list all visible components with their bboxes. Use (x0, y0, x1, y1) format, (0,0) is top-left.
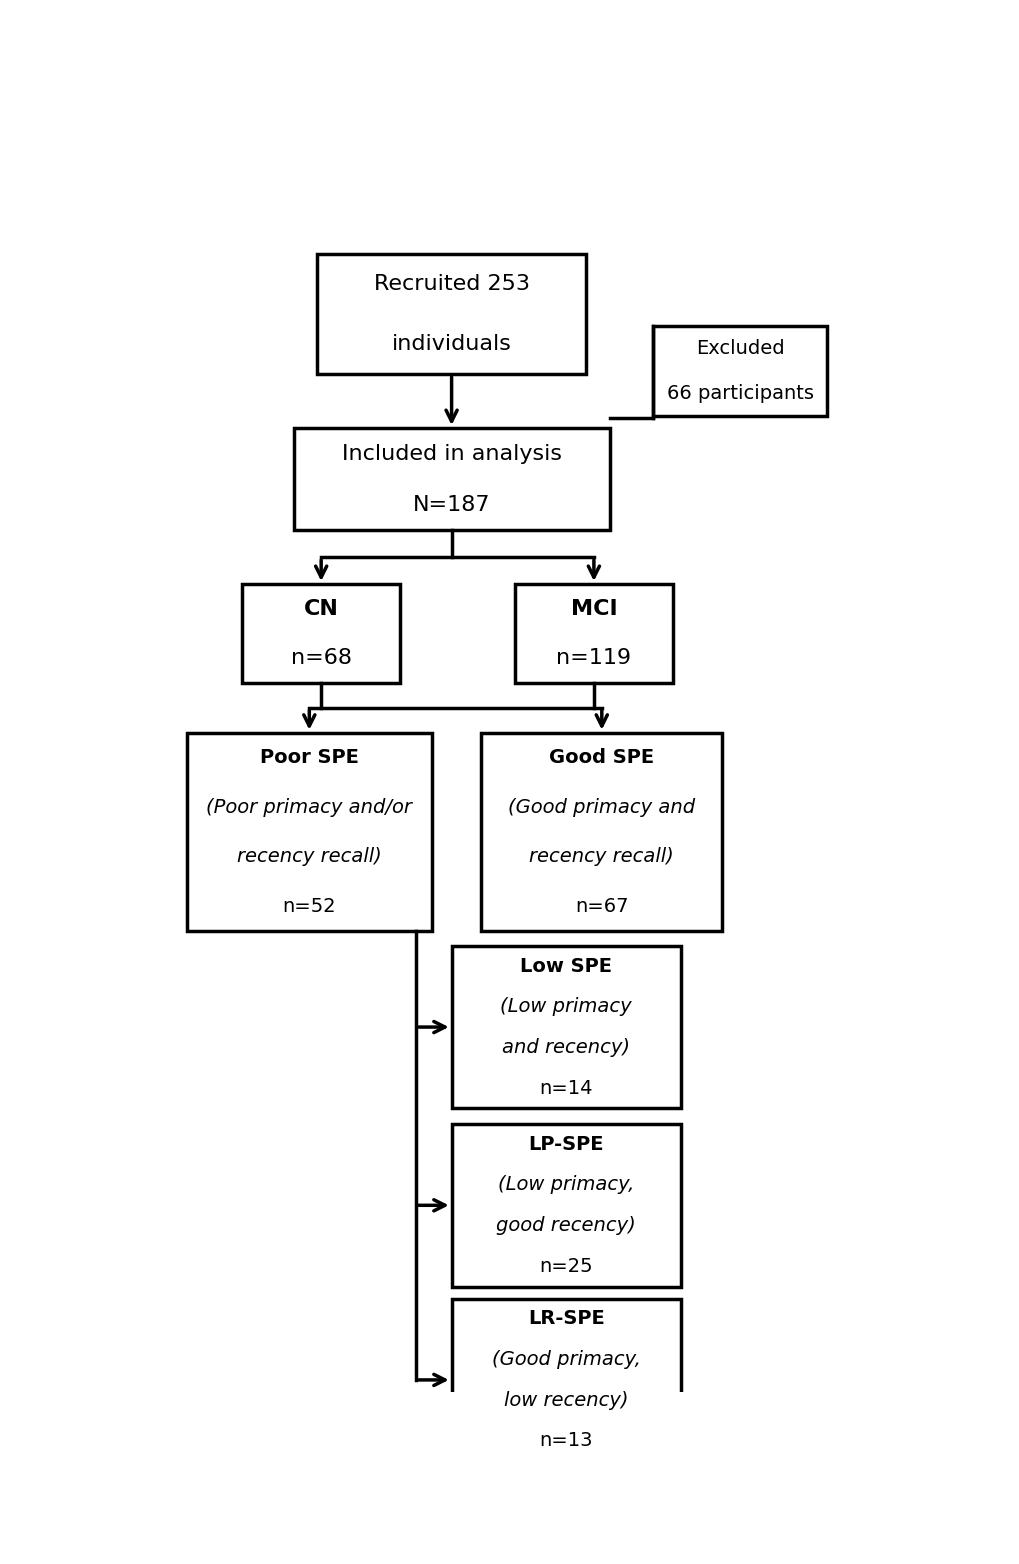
Text: Low SPE: Low SPE (520, 957, 611, 976)
Text: N=187: N=187 (413, 494, 490, 515)
Text: (Poor primacy and/or: (Poor primacy and/or (206, 798, 412, 816)
FancyBboxPatch shape (186, 732, 431, 931)
Text: Included in analysis: Included in analysis (341, 444, 561, 463)
Text: MCI: MCI (570, 599, 616, 619)
Text: 66 participants: 66 participants (666, 383, 813, 404)
Text: Recruited 253: Recruited 253 (373, 274, 529, 294)
Text: and recency): and recency) (501, 1038, 630, 1057)
Text: recency recall): recency recall) (236, 848, 381, 866)
Text: individuals: individuals (391, 335, 512, 353)
FancyBboxPatch shape (515, 583, 673, 682)
Text: (Low primacy,: (Low primacy, (497, 1176, 634, 1195)
FancyBboxPatch shape (242, 583, 399, 682)
FancyBboxPatch shape (293, 429, 609, 530)
Text: low recency): low recency) (503, 1390, 628, 1409)
Text: CN: CN (304, 599, 338, 619)
Text: n=67: n=67 (575, 898, 628, 917)
Text: n=13: n=13 (539, 1431, 592, 1450)
FancyBboxPatch shape (451, 1298, 681, 1461)
Text: n=68: n=68 (290, 647, 352, 668)
FancyBboxPatch shape (652, 325, 826, 416)
FancyBboxPatch shape (317, 253, 585, 374)
Text: n=119: n=119 (555, 647, 631, 668)
Text: n=25: n=25 (539, 1257, 592, 1276)
Text: n=52: n=52 (282, 898, 336, 917)
Text: recency recall): recency recall) (529, 848, 674, 866)
Text: Good SPE: Good SPE (548, 748, 654, 766)
Text: Poor SPE: Poor SPE (260, 748, 359, 766)
Text: (Good primacy,: (Good primacy, (491, 1350, 640, 1368)
Text: LR-SPE: LR-SPE (528, 1309, 604, 1328)
Text: n=14: n=14 (539, 1079, 592, 1098)
FancyBboxPatch shape (451, 946, 681, 1109)
FancyBboxPatch shape (481, 732, 721, 931)
Text: good recency): good recency) (496, 1217, 636, 1236)
Text: (Low primacy: (Low primacy (500, 998, 632, 1017)
FancyBboxPatch shape (451, 1125, 681, 1287)
Text: Excluded: Excluded (695, 339, 784, 358)
Text: LP-SPE: LP-SPE (528, 1135, 603, 1154)
Text: (Good primacy and: (Good primacy and (507, 798, 695, 816)
